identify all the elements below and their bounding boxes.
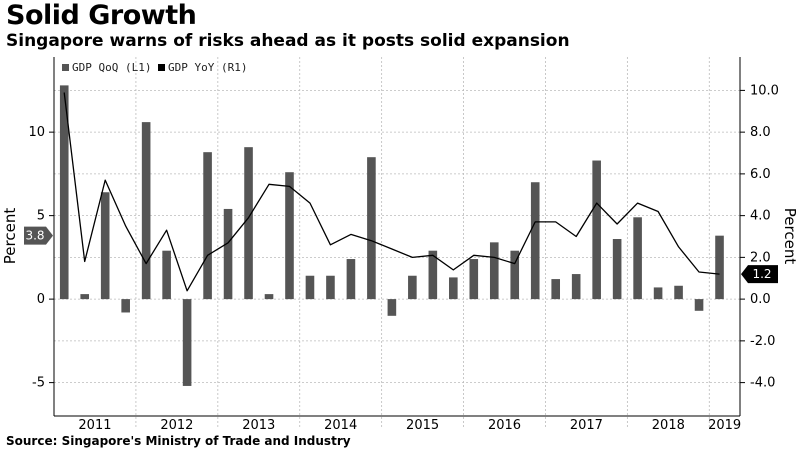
bar-qoq [141,122,151,300]
bar-qoq [674,285,683,300]
bar-qoq [162,250,171,300]
bar-qoq [551,279,561,300]
bar-qoq [592,160,601,300]
y-right-tick-label: 0.0 [750,292,771,307]
legend-swatch-qoq [62,64,69,71]
x-year-label: 2016 [488,418,521,433]
axes [49,57,745,417]
y-right-tick-label: 8.0 [750,125,771,140]
legend-label-qoq: GDP QoQ (L1) [72,61,151,74]
legend-swatch-yoy [158,64,165,71]
bar-qoq [121,299,130,313]
x-year-label: 2018 [652,418,685,433]
x-year-label: 2017 [570,418,603,433]
y-right-tick-label: -2.0 [750,334,775,349]
bar-qoq [80,294,90,300]
y-axis-title-right: Percent [781,208,799,265]
x-year-label: 2014 [324,418,357,433]
last-value-flag-right: 1.2 [741,265,778,284]
y-axis-title-left: Percent [1,208,19,265]
line-group [63,92,720,292]
bar-qoq [408,275,417,300]
x-year-label: 2015 [406,418,439,433]
bar-qoq [367,157,376,300]
bar-qoq [100,192,110,300]
bar-qoq [346,259,356,300]
last-value-right-label: 1.2 [752,267,771,281]
bar-qoq [653,287,663,300]
bar-qoq [715,235,724,300]
bar-qoq [387,299,397,316]
source-note: Source: Singapore's Ministry of Trade an… [6,434,351,448]
chart-title: Solid Growth [6,0,197,31]
bar-qoq [612,239,622,300]
x-year-label: 2013 [242,418,275,433]
last-value-left-label: 3.8 [25,229,44,243]
bar-qoq [510,250,520,300]
chart-subtitle: Singapore warns of risks ahead as it pos… [6,31,570,51]
tick-labels: -4.0 -2.0 0.0 2.0 4.0 6.0 8.0 10.0 -5 0 5 10 2011 201… [28,83,779,433]
legend-label-yoy: GDP YoY (R1) [168,61,247,74]
y-right-tick-label: 4.0 [750,209,771,224]
bar-qoq [182,299,192,386]
bar-qoq [489,242,499,300]
last-value-flag-left: 3.8 [24,226,53,245]
x-year-label: 2011 [78,418,111,433]
y-right-tick-label: 2.0 [750,250,771,265]
line-yoy [63,92,720,292]
bar-qoq [571,274,581,300]
x-year-label: 2012 [160,418,193,433]
bar-qoq [469,259,479,300]
bar-qoq [223,208,233,300]
y-left-tick-label: 5 [37,209,45,224]
bar-qoq [285,172,294,300]
gridlines [54,57,740,428]
bar-qoq [428,250,438,300]
y-right-tick-label: -4.0 [750,376,775,391]
bar-qoq [530,182,540,300]
bar-qoq [244,147,253,300]
x-year-label: 2019 [708,418,741,433]
bar-qoq [633,217,642,300]
bar-qoq [264,294,274,300]
bar-qoq [203,152,212,300]
bar-qoq [694,299,704,311]
bars-group [59,85,724,386]
y-left-tick-label: -5 [32,376,45,391]
y-right-tick-label: 10.0 [750,83,779,98]
bar-qoq [326,275,335,300]
bar-qoq [59,85,69,300]
y-right-tick-label: 6.0 [750,167,771,182]
legend: GDP QoQ (L1) GDP YoY (R1) [62,61,247,74]
y-left-tick-label: 10 [28,125,45,140]
bar-qoq [449,277,458,300]
bar-qoq [305,275,315,300]
y-left-tick-label: 0 [37,292,45,307]
